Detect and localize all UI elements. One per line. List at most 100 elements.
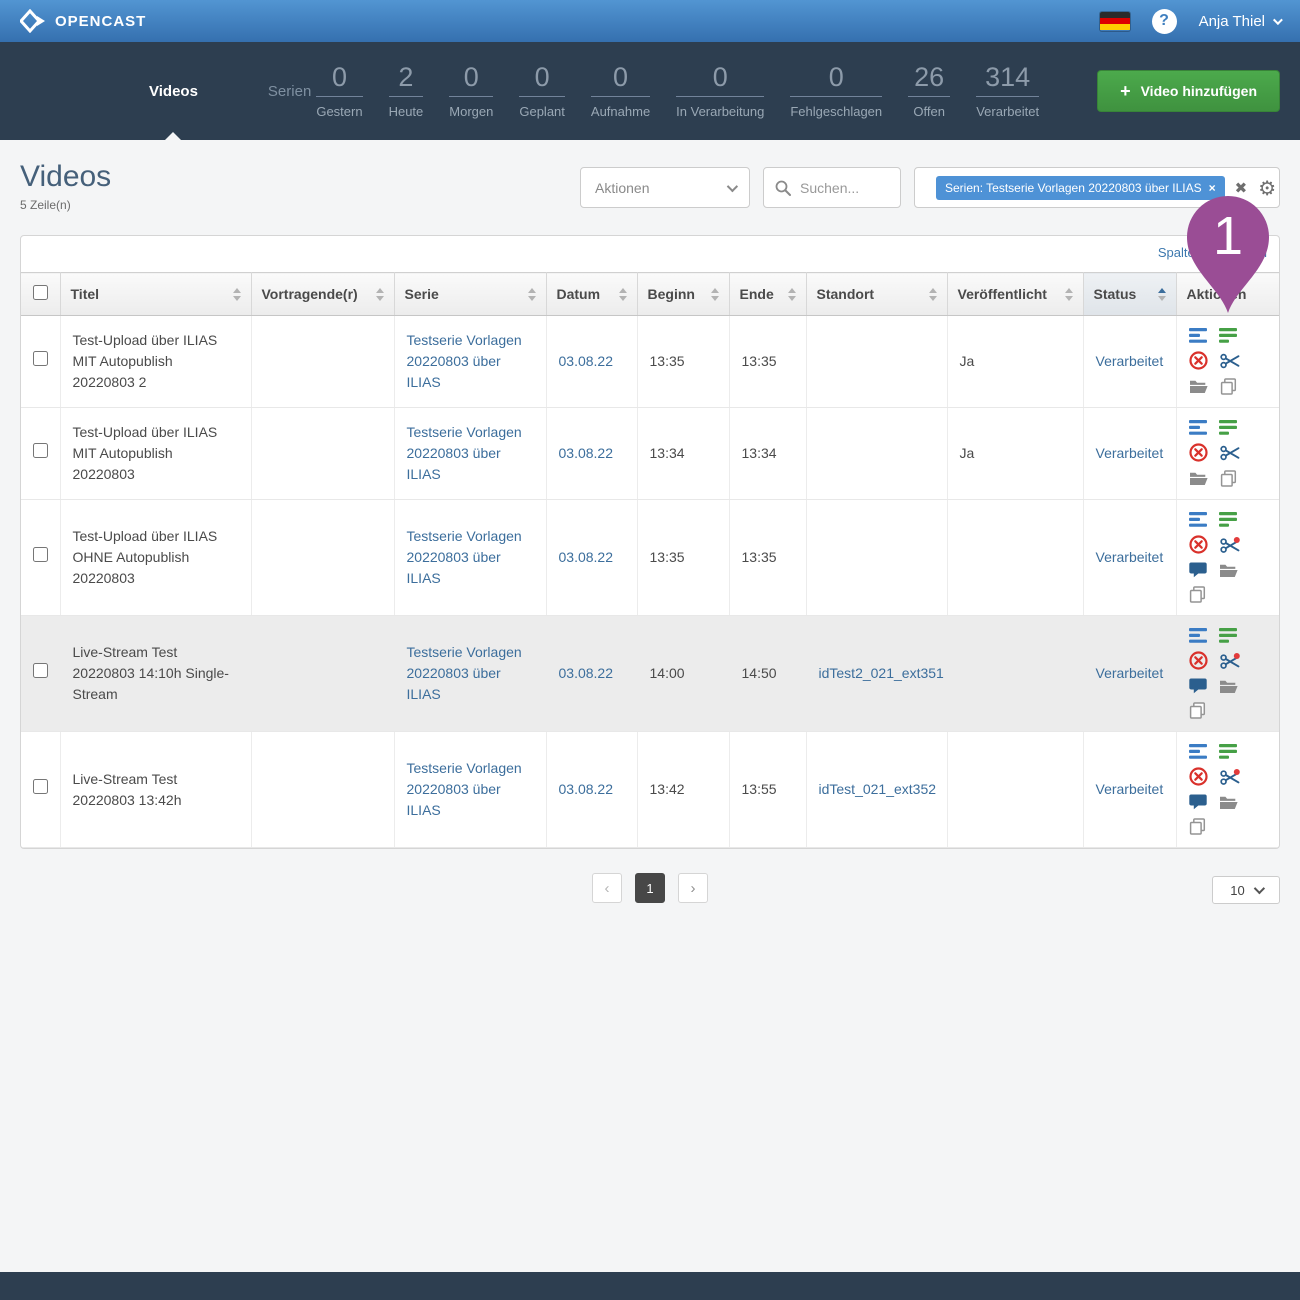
- per-page-select[interactable]: 10: [1212, 876, 1280, 904]
- row-checkbox[interactable]: [32, 547, 48, 562]
- filter-chip[interactable]: Serien: Testserie Vorlagen 20220803 über…: [936, 175, 1225, 200]
- duplicate-icon[interactable]: [1220, 470, 1237, 487]
- delete-icon[interactable]: [1188, 351, 1208, 370]
- delete-icon[interactable]: [1188, 651, 1208, 670]
- cut-icon[interactable]: [1219, 445, 1240, 461]
- duplicate-icon[interactable]: [1220, 378, 1237, 395]
- stat-fehlgeschlagen[interactable]: 0 Fehlgeschlagen: [790, 62, 883, 119]
- event-details-icon[interactable]: [1188, 744, 1207, 759]
- location-link[interactable]: idTest_021_ext352: [818, 781, 937, 797]
- stat-morgen[interactable]: 0 Morgen: [449, 62, 494, 119]
- stat-geplant[interactable]: 0 Geplant: [519, 62, 565, 119]
- column-header-status[interactable]: Status: [1083, 272, 1177, 316]
- event-details-icon[interactable]: [1188, 512, 1207, 527]
- select-all-checkbox[interactable]: [32, 285, 48, 300]
- delete-icon[interactable]: [1188, 443, 1208, 462]
- prev-page-button[interactable]: ‹: [592, 873, 622, 903]
- delete-icon[interactable]: [1188, 767, 1208, 786]
- cut-alert-icon[interactable]: [1219, 652, 1240, 669]
- assets-icon[interactable]: [1218, 628, 1237, 643]
- filter-settings-gear-icon[interactable]: ⚙: [1258, 175, 1277, 200]
- stat-gestern[interactable]: 0 Gestern: [316, 62, 363, 119]
- user-menu[interactable]: Anja Thiel: [1199, 13, 1283, 30]
- sort-arrows-icon[interactable]: [710, 287, 719, 301]
- event-details-icon[interactable]: [1188, 328, 1207, 343]
- language-flag-german[interactable]: [1099, 11, 1130, 31]
- sort-arrows-icon[interactable]: [375, 287, 384, 301]
- date-link[interactable]: 03.08.22: [558, 781, 614, 797]
- sort-arrows-icon[interactable]: [232, 287, 241, 301]
- open-folder-icon[interactable]: [1219, 795, 1238, 810]
- series-link[interactable]: Testserie Vorlagen 20220803 über ILIAS: [406, 332, 522, 390]
- opencast-logo: OPENCAST: [20, 9, 146, 33]
- comments-icon[interactable]: [1188, 562, 1207, 578]
- stat-verarbeitet[interactable]: 314 Verarbeitet: [976, 62, 1040, 119]
- open-folder-icon[interactable]: [1189, 471, 1208, 486]
- event-details-icon[interactable]: [1188, 628, 1207, 643]
- series-link[interactable]: Testserie Vorlagen 20220803 über ILIAS: [406, 424, 522, 482]
- date-link[interactable]: 03.08.22: [558, 549, 614, 565]
- column-header-datum[interactable]: Datum: [546, 272, 638, 316]
- series-link[interactable]: Testserie Vorlagen 20220803 über ILIAS: [406, 644, 522, 702]
- column-header-beginn[interactable]: Beginn: [637, 272, 730, 316]
- column-header-ende[interactable]: Ende: [729, 272, 807, 316]
- sort-arrows-icon[interactable]: [787, 287, 796, 301]
- sort-arrows-icon[interactable]: [928, 287, 937, 301]
- date-link[interactable]: 03.08.22: [558, 353, 614, 369]
- assets-icon[interactable]: [1218, 512, 1237, 527]
- help-icon[interactable]: ?: [1151, 8, 1177, 34]
- row-checkbox[interactable]: [32, 443, 48, 458]
- row-checkbox[interactable]: [32, 663, 48, 678]
- duplicate-icon[interactable]: [1189, 818, 1206, 835]
- sort-arrows-icon[interactable]: [618, 287, 627, 301]
- comments-icon[interactable]: [1188, 678, 1207, 694]
- open-folder-icon[interactable]: [1219, 563, 1238, 578]
- current-page-button[interactable]: 1: [635, 873, 665, 903]
- column-header-standort[interactable]: Standort: [806, 272, 948, 316]
- row-checkbox[interactable]: [32, 351, 48, 366]
- status-link[interactable]: Verarbeitet: [1095, 445, 1164, 461]
- duplicate-icon[interactable]: [1189, 702, 1206, 719]
- series-link[interactable]: Testserie Vorlagen 20220803 über ILIAS: [406, 760, 522, 818]
- cut-alert-icon[interactable]: [1219, 536, 1240, 553]
- cut-alert-icon[interactable]: [1219, 768, 1240, 785]
- sort-arrows-icon[interactable]: [1157, 287, 1166, 301]
- assets-icon[interactable]: [1218, 744, 1237, 759]
- assets-icon[interactable]: [1218, 328, 1237, 343]
- delete-icon[interactable]: [1188, 535, 1208, 554]
- tab-serien[interactable]: Serien: [267, 82, 312, 100]
- column-header-veröffentlicht[interactable]: Veröffentlicht: [947, 272, 1084, 316]
- cut-icon[interactable]: [1219, 353, 1240, 369]
- date-link[interactable]: 03.08.22: [558, 665, 614, 681]
- column-header-titel[interactable]: Titel: [60, 272, 252, 316]
- filter-chip-remove-icon[interactable]: ×: [1208, 180, 1216, 195]
- stat-aufnahme[interactable]: 0 Aufnahme: [590, 62, 651, 119]
- date-link[interactable]: 03.08.22: [558, 445, 614, 461]
- column-header-serie[interactable]: Serie: [394, 272, 547, 316]
- comments-icon[interactable]: [1188, 794, 1207, 810]
- series-link[interactable]: Testserie Vorlagen 20220803 über ILIAS: [406, 528, 522, 586]
- assets-icon[interactable]: [1218, 420, 1237, 435]
- clear-filters-icon[interactable]: ✖: [1234, 178, 1248, 197]
- actions-dropdown[interactable]: Aktionen: [580, 167, 750, 208]
- add-video-button[interactable]: + Video hinzufügen: [1097, 70, 1280, 112]
- status-link[interactable]: Verarbeitet: [1095, 353, 1164, 369]
- stat-offen[interactable]: 26 Offen: [908, 62, 951, 119]
- sort-arrows-icon[interactable]: [1064, 287, 1073, 301]
- stat-in-verarbeitung[interactable]: 0 In Verarbeitung: [676, 62, 765, 119]
- status-link[interactable]: Verarbeitet: [1095, 781, 1164, 797]
- status-link[interactable]: Verarbeitet: [1095, 665, 1164, 681]
- next-page-button[interactable]: ›: [678, 873, 708, 903]
- sort-arrows-icon[interactable]: [527, 287, 536, 301]
- open-folder-icon[interactable]: [1219, 679, 1238, 694]
- location-link[interactable]: idTest2_021_ext351: [818, 665, 944, 681]
- stat-heute[interactable]: 2 Heute: [388, 62, 424, 119]
- duplicate-icon[interactable]: [1189, 586, 1206, 603]
- column-header-vortragender[interactable]: Vortragende(r): [251, 272, 395, 316]
- event-details-icon[interactable]: [1188, 420, 1207, 435]
- open-folder-icon[interactable]: [1189, 379, 1208, 394]
- row-checkbox[interactable]: [32, 779, 48, 794]
- tab-videos[interactable]: Videos: [145, 42, 202, 140]
- status-link[interactable]: Verarbeitet: [1095, 549, 1164, 565]
- edit-columns-link[interactable]: Spalten bearbeiten: [1157, 245, 1267, 260]
